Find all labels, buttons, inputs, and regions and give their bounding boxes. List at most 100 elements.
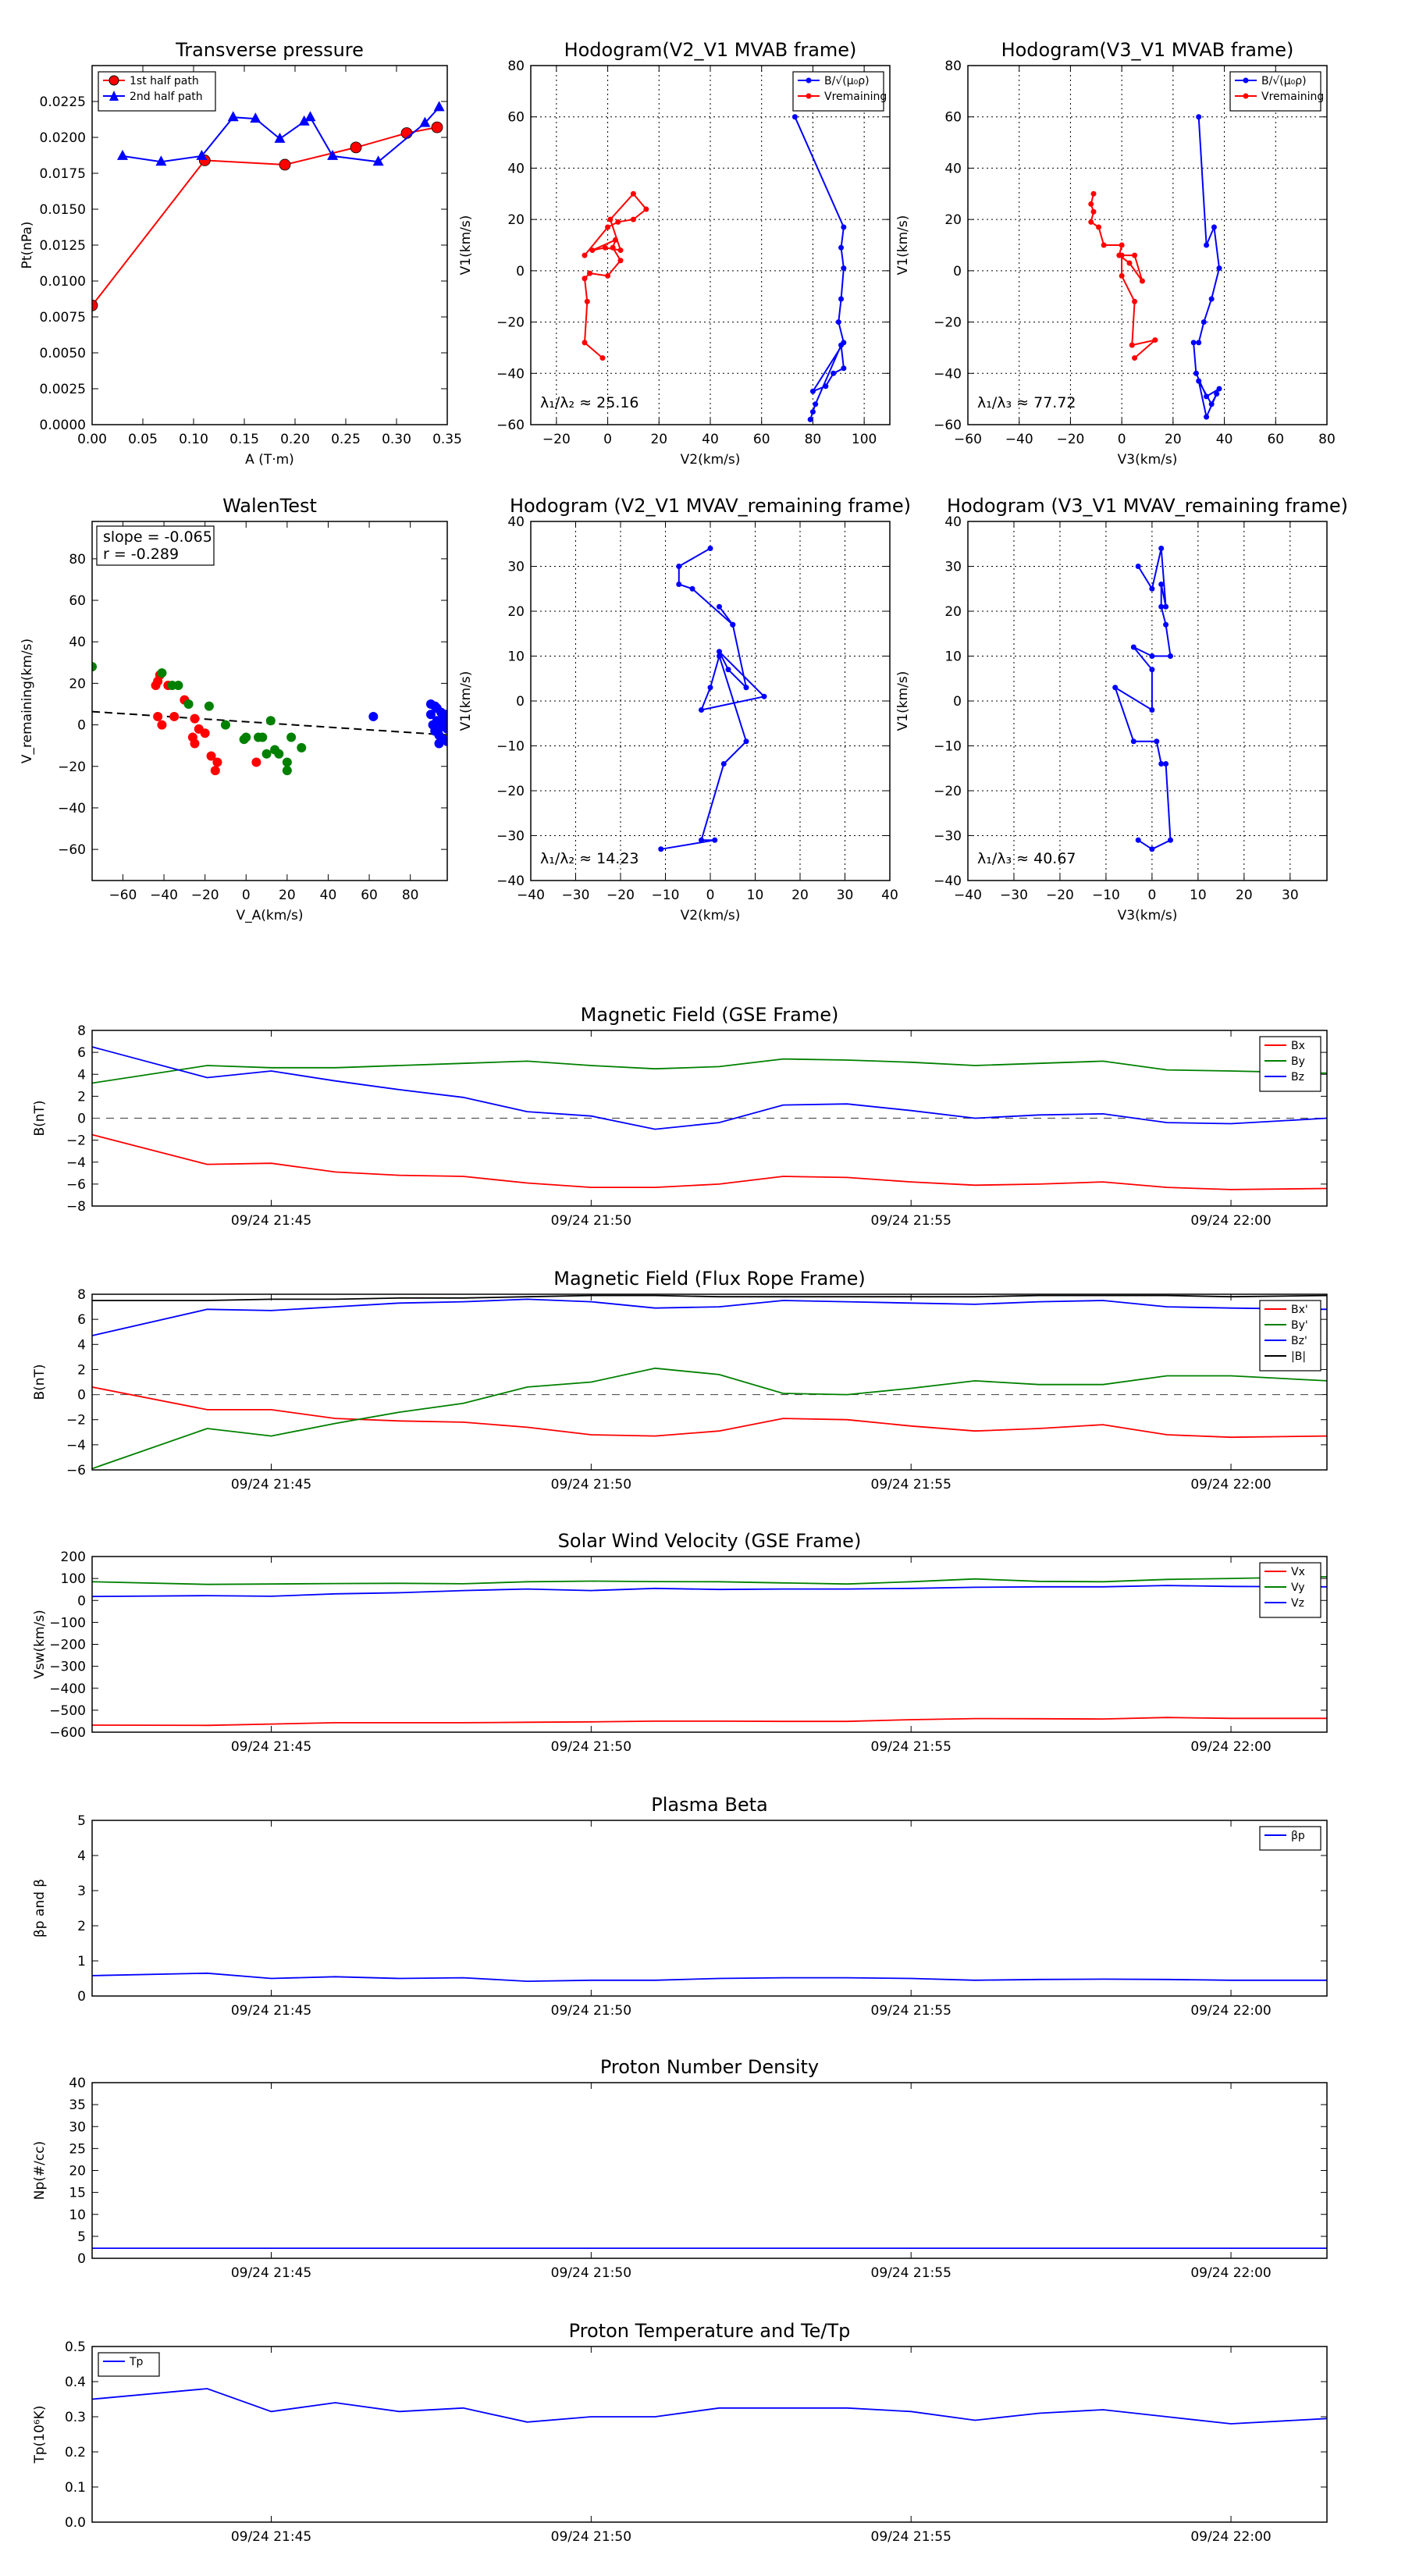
- y-tick-label: −10: [934, 739, 962, 755]
- data-point: [1196, 378, 1202, 384]
- series-line-Bz': [92, 1298, 1327, 1336]
- x-tick-label: −30: [1000, 888, 1028, 903]
- x-tick-label: 09/24 21:50: [551, 1477, 631, 1493]
- x-tick-label: −60: [954, 432, 982, 447]
- legend-marker: [806, 77, 812, 84]
- y-tick-label: 4: [77, 1337, 86, 1353]
- data-point: [835, 319, 841, 326]
- y-tick-label: 80: [69, 552, 86, 568]
- y-tick-label: −60: [496, 418, 525, 433]
- x-tick-label: 20: [1165, 432, 1182, 447]
- data-point: [1116, 252, 1122, 258]
- data-point: [1096, 224, 1102, 230]
- scatter-point: [206, 751, 216, 761]
- y-tick-label: −10: [496, 739, 525, 755]
- y-tick-label: −600: [49, 1725, 86, 1741]
- series-line-series: [660, 547, 767, 850]
- y-tick-label: 4: [77, 1067, 86, 1083]
- y-tick-label: −40: [496, 873, 525, 889]
- x-tick-label: −20: [1046, 888, 1074, 903]
- x-tick-label: 60: [361, 888, 378, 903]
- y-axis-label: V_remaining(km/s): [20, 639, 35, 763]
- y-tick-label: 0.5: [65, 2339, 86, 2355]
- scatter-point: [169, 711, 180, 721]
- x-tick-label: 09/24 21:45: [231, 2529, 311, 2545]
- series-line-Bx: [92, 1133, 1327, 1190]
- data-point: [1190, 340, 1197, 346]
- x-tick-label: 09/24 22:00: [1190, 2003, 1271, 2019]
- y-axis-label: Tp(10⁶K): [32, 2405, 48, 2464]
- y-tick-label: 100: [61, 1571, 86, 1587]
- scatter-point: [297, 742, 307, 753]
- y-tick-label: −20: [934, 784, 962, 799]
- scatter-point: [210, 766, 220, 776]
- data-point: [838, 244, 845, 251]
- x-tick-label: 0: [706, 888, 715, 903]
- plot-area: [92, 101, 445, 311]
- scatter-point: [282, 766, 292, 776]
- data-point: [725, 667, 731, 673]
- y-tick-label: 20: [944, 604, 962, 620]
- data-point: [584, 298, 590, 304]
- y-tick-label: 4: [77, 1848, 86, 1864]
- legend-label: Vremaining: [824, 91, 887, 103]
- legend-label: |B|: [1291, 1350, 1306, 1363]
- legend-marker: [108, 75, 119, 86]
- x-tick-label: 0: [1118, 432, 1126, 447]
- x-tick-label: −10: [1092, 888, 1120, 903]
- series-line-Vy: [92, 1576, 1327, 1585]
- x-tick-label: 09/24 22:00: [1190, 1477, 1271, 1493]
- data-point: [712, 837, 718, 843]
- x-tick-label: 09/24 21:45: [231, 1739, 311, 1755]
- annotation-text: λ₁/λ₃ ≈ 77.72: [977, 394, 1076, 411]
- plot-frame: [91, 1820, 1328, 1997]
- y-tick-label: 30: [69, 2119, 86, 2135]
- y-tick-label: 0: [516, 694, 525, 710]
- y-tick-label: 6: [77, 1312, 86, 1328]
- series-line-Tp: [92, 2388, 1327, 2425]
- x-tick-label: 09/24 21:50: [551, 1213, 631, 1229]
- y-tick-label: −40: [934, 873, 962, 889]
- data-point: [1158, 582, 1165, 587]
- data-point: [841, 224, 847, 230]
- scatter-point: [157, 720, 167, 730]
- x-tick-label: 0.00: [77, 432, 107, 447]
- y-tick-label: 0: [953, 694, 962, 710]
- data-point: [1152, 337, 1158, 343]
- data-point: [720, 761, 727, 767]
- y-tick-label: 30: [944, 560, 962, 575]
- data-point: [630, 216, 636, 222]
- x-tick-label: 09/24 21:45: [231, 1477, 311, 1493]
- legend-label: 2nd half path: [130, 91, 203, 103]
- data-point: [607, 216, 614, 222]
- data-point: [602, 244, 608, 251]
- chart-tp: Proton Temperature and Te/Tp 09/24 21:45 0…: [32, 2320, 1328, 2545]
- x-tick-label: −40: [150, 888, 178, 903]
- x-tick-label: −20: [542, 432, 571, 447]
- y-tick-label: 40: [507, 514, 525, 530]
- legend-label: Bz: [1291, 1071, 1304, 1083]
- data-point: [1196, 340, 1202, 346]
- scatter-point: [200, 728, 210, 738]
- data-point: [1167, 653, 1173, 659]
- x-tick-label: 40: [702, 432, 719, 447]
- data-point: [717, 603, 722, 610]
- x-tick-label: 09/24 21:50: [551, 2265, 631, 2281]
- data-point: [617, 258, 624, 264]
- x-tick-label: 10: [747, 888, 764, 903]
- scatter-point: [92, 662, 97, 672]
- chart-title: Hodogram(V2_V1 MVAB frame): [564, 39, 857, 61]
- x-tick-label: 0.35: [432, 432, 462, 447]
- plot-frame: [91, 1030, 1328, 1207]
- data-point: [582, 276, 588, 282]
- y-tick-label: −100: [49, 1615, 86, 1631]
- data-point: [1158, 761, 1165, 767]
- y-tick-label: 0: [77, 1593, 86, 1609]
- data-point: [400, 127, 413, 139]
- scatter-point: [261, 749, 272, 759]
- chart-h2: Hodogram(V3_V1 MVAB frame) −60 −40 −20 0 20 40…: [895, 39, 1336, 468]
- series-line-1st half path: [92, 126, 438, 306]
- legend-box: [1259, 1300, 1321, 1372]
- data-point: [582, 340, 588, 346]
- y-tick-label: 0.1: [65, 2480, 86, 2496]
